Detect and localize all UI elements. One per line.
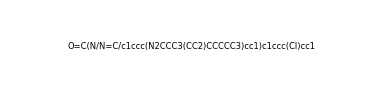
Text: O=C(N/N=C/c1ccc(N2CCC3(CC2)CCCCC3)cc1)c1ccc(Cl)cc1: O=C(N/N=C/c1ccc(N2CCC3(CC2)CCCCC3)cc1)c1…	[67, 41, 315, 51]
